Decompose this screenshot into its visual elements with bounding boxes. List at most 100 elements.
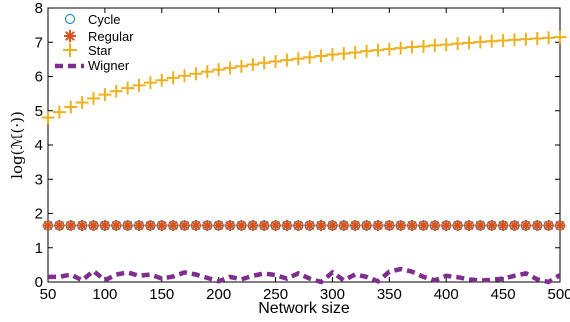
series-star-point	[530, 31, 544, 45]
series-star-point	[371, 43, 385, 57]
series-regular-point	[65, 219, 77, 231]
x-tick-label: 350	[377, 286, 402, 303]
ticks: 50 100 150 200 250 300 350 400 450 500 0 1 2 3 4 5 6 7 8	[35, 0, 570, 303]
series-regular-point	[179, 219, 191, 231]
x-axis-label: Network size	[258, 300, 350, 317]
series-regular-point	[201, 219, 213, 231]
series-regular-point	[326, 219, 338, 231]
series-regular-point	[88, 219, 100, 231]
series-star-point	[451, 37, 465, 51]
series-star-point	[337, 47, 351, 61]
series-star-point	[189, 67, 203, 81]
series-regular-point	[429, 219, 441, 231]
series-star-point	[405, 40, 419, 54]
series-star-point	[553, 30, 567, 44]
x-tick-label: 150	[149, 286, 174, 303]
y-tick-label: 3	[35, 171, 43, 188]
y-tick-label: 7	[35, 34, 43, 51]
series-regular-point	[247, 219, 259, 231]
x-tick-label: 500	[547, 286, 570, 303]
series-regular-point	[144, 219, 156, 231]
series-regular-point	[554, 219, 566, 231]
y-tick-label: 4	[35, 137, 43, 154]
y-tick-label: 6	[35, 69, 43, 86]
series-regular-point	[417, 219, 429, 231]
x-tick-label: 250	[263, 286, 288, 303]
series-star-point	[121, 81, 135, 95]
series-regular-point	[110, 219, 122, 231]
legend-item-regular: Regular	[64, 29, 134, 44]
series-star-point	[98, 88, 112, 102]
series-star-point	[41, 111, 55, 125]
series-star-point	[485, 34, 499, 48]
series-star-point	[200, 65, 214, 79]
series-star-point	[394, 41, 408, 55]
series-wigner	[48, 266, 562, 285]
series-regular	[42, 219, 566, 231]
series-star-point	[360, 44, 374, 58]
series-star-point	[507, 33, 521, 47]
legend-item-cycle: Cycle	[65, 12, 121, 27]
series-regular-point	[338, 219, 350, 231]
x-tick-label: 50	[40, 286, 57, 303]
series-star-point	[212, 63, 226, 77]
x-tick-label: 300	[320, 286, 345, 303]
series-star-point	[109, 84, 123, 98]
series-regular-point	[258, 219, 270, 231]
series-star-point	[439, 38, 453, 52]
legend: Cycle Regular Star Wigner	[55, 12, 134, 73]
x-tick-label: 100	[92, 286, 117, 303]
legend-cycle-marker	[65, 14, 75, 24]
series-regular-point	[156, 219, 168, 231]
series-star-point	[234, 59, 248, 73]
series-regular-point	[543, 219, 555, 231]
series-star-point	[52, 105, 66, 119]
series-regular-point	[474, 219, 486, 231]
series-regular-point	[349, 219, 361, 231]
legend-regular-label: Regular	[88, 29, 134, 44]
series-regular-point	[213, 219, 225, 231]
series-regular-point	[383, 219, 395, 231]
series-star-point	[416, 39, 430, 53]
series-star-point	[223, 61, 237, 75]
series-regular-point	[315, 219, 327, 231]
series-regular-point	[304, 219, 316, 231]
y-tick-label: 5	[35, 103, 43, 120]
plot-area: 50 100 150 200 250 300 350 400 450 500 0 1 2 3 4 5 6 7 8	[35, 0, 570, 303]
series-star-point	[473, 35, 487, 49]
series-regular-point	[531, 219, 543, 231]
series-regular-point	[167, 219, 179, 231]
series-star	[41, 30, 567, 125]
x-tick-label: 450	[491, 286, 516, 303]
series-star-point	[64, 100, 78, 114]
series-regular-point	[361, 219, 373, 231]
series-star-point	[280, 53, 294, 67]
series-star-point	[428, 38, 442, 52]
series-star-point	[246, 58, 260, 72]
series-regular-point	[42, 219, 54, 231]
series-regular-point	[235, 219, 247, 231]
legend-regular-marker	[64, 30, 76, 42]
y-tick-label: 1	[35, 240, 43, 257]
series-regular-point	[452, 219, 464, 231]
y-tick-label: 0	[35, 274, 43, 291]
x-tick-label: 200	[206, 286, 231, 303]
series-regular-point	[372, 219, 384, 231]
series-star-point	[178, 69, 192, 83]
series-star-point	[132, 78, 146, 92]
series-star-point	[143, 76, 157, 90]
x-tick-label: 400	[434, 286, 459, 303]
legend-star-label: Star	[88, 43, 113, 58]
series-regular-point	[395, 219, 407, 231]
series-regular-point	[122, 219, 134, 231]
series-regular-point	[99, 219, 111, 231]
series-regular-point	[190, 219, 202, 231]
series-star-point	[87, 91, 101, 105]
series-star-point	[291, 52, 305, 66]
series-regular-point	[133, 219, 145, 231]
series-star-point	[348, 46, 362, 60]
series-star-point	[496, 34, 510, 48]
series-star-point	[257, 56, 271, 70]
series-star-point	[325, 48, 339, 62]
series-star-point	[303, 50, 317, 64]
